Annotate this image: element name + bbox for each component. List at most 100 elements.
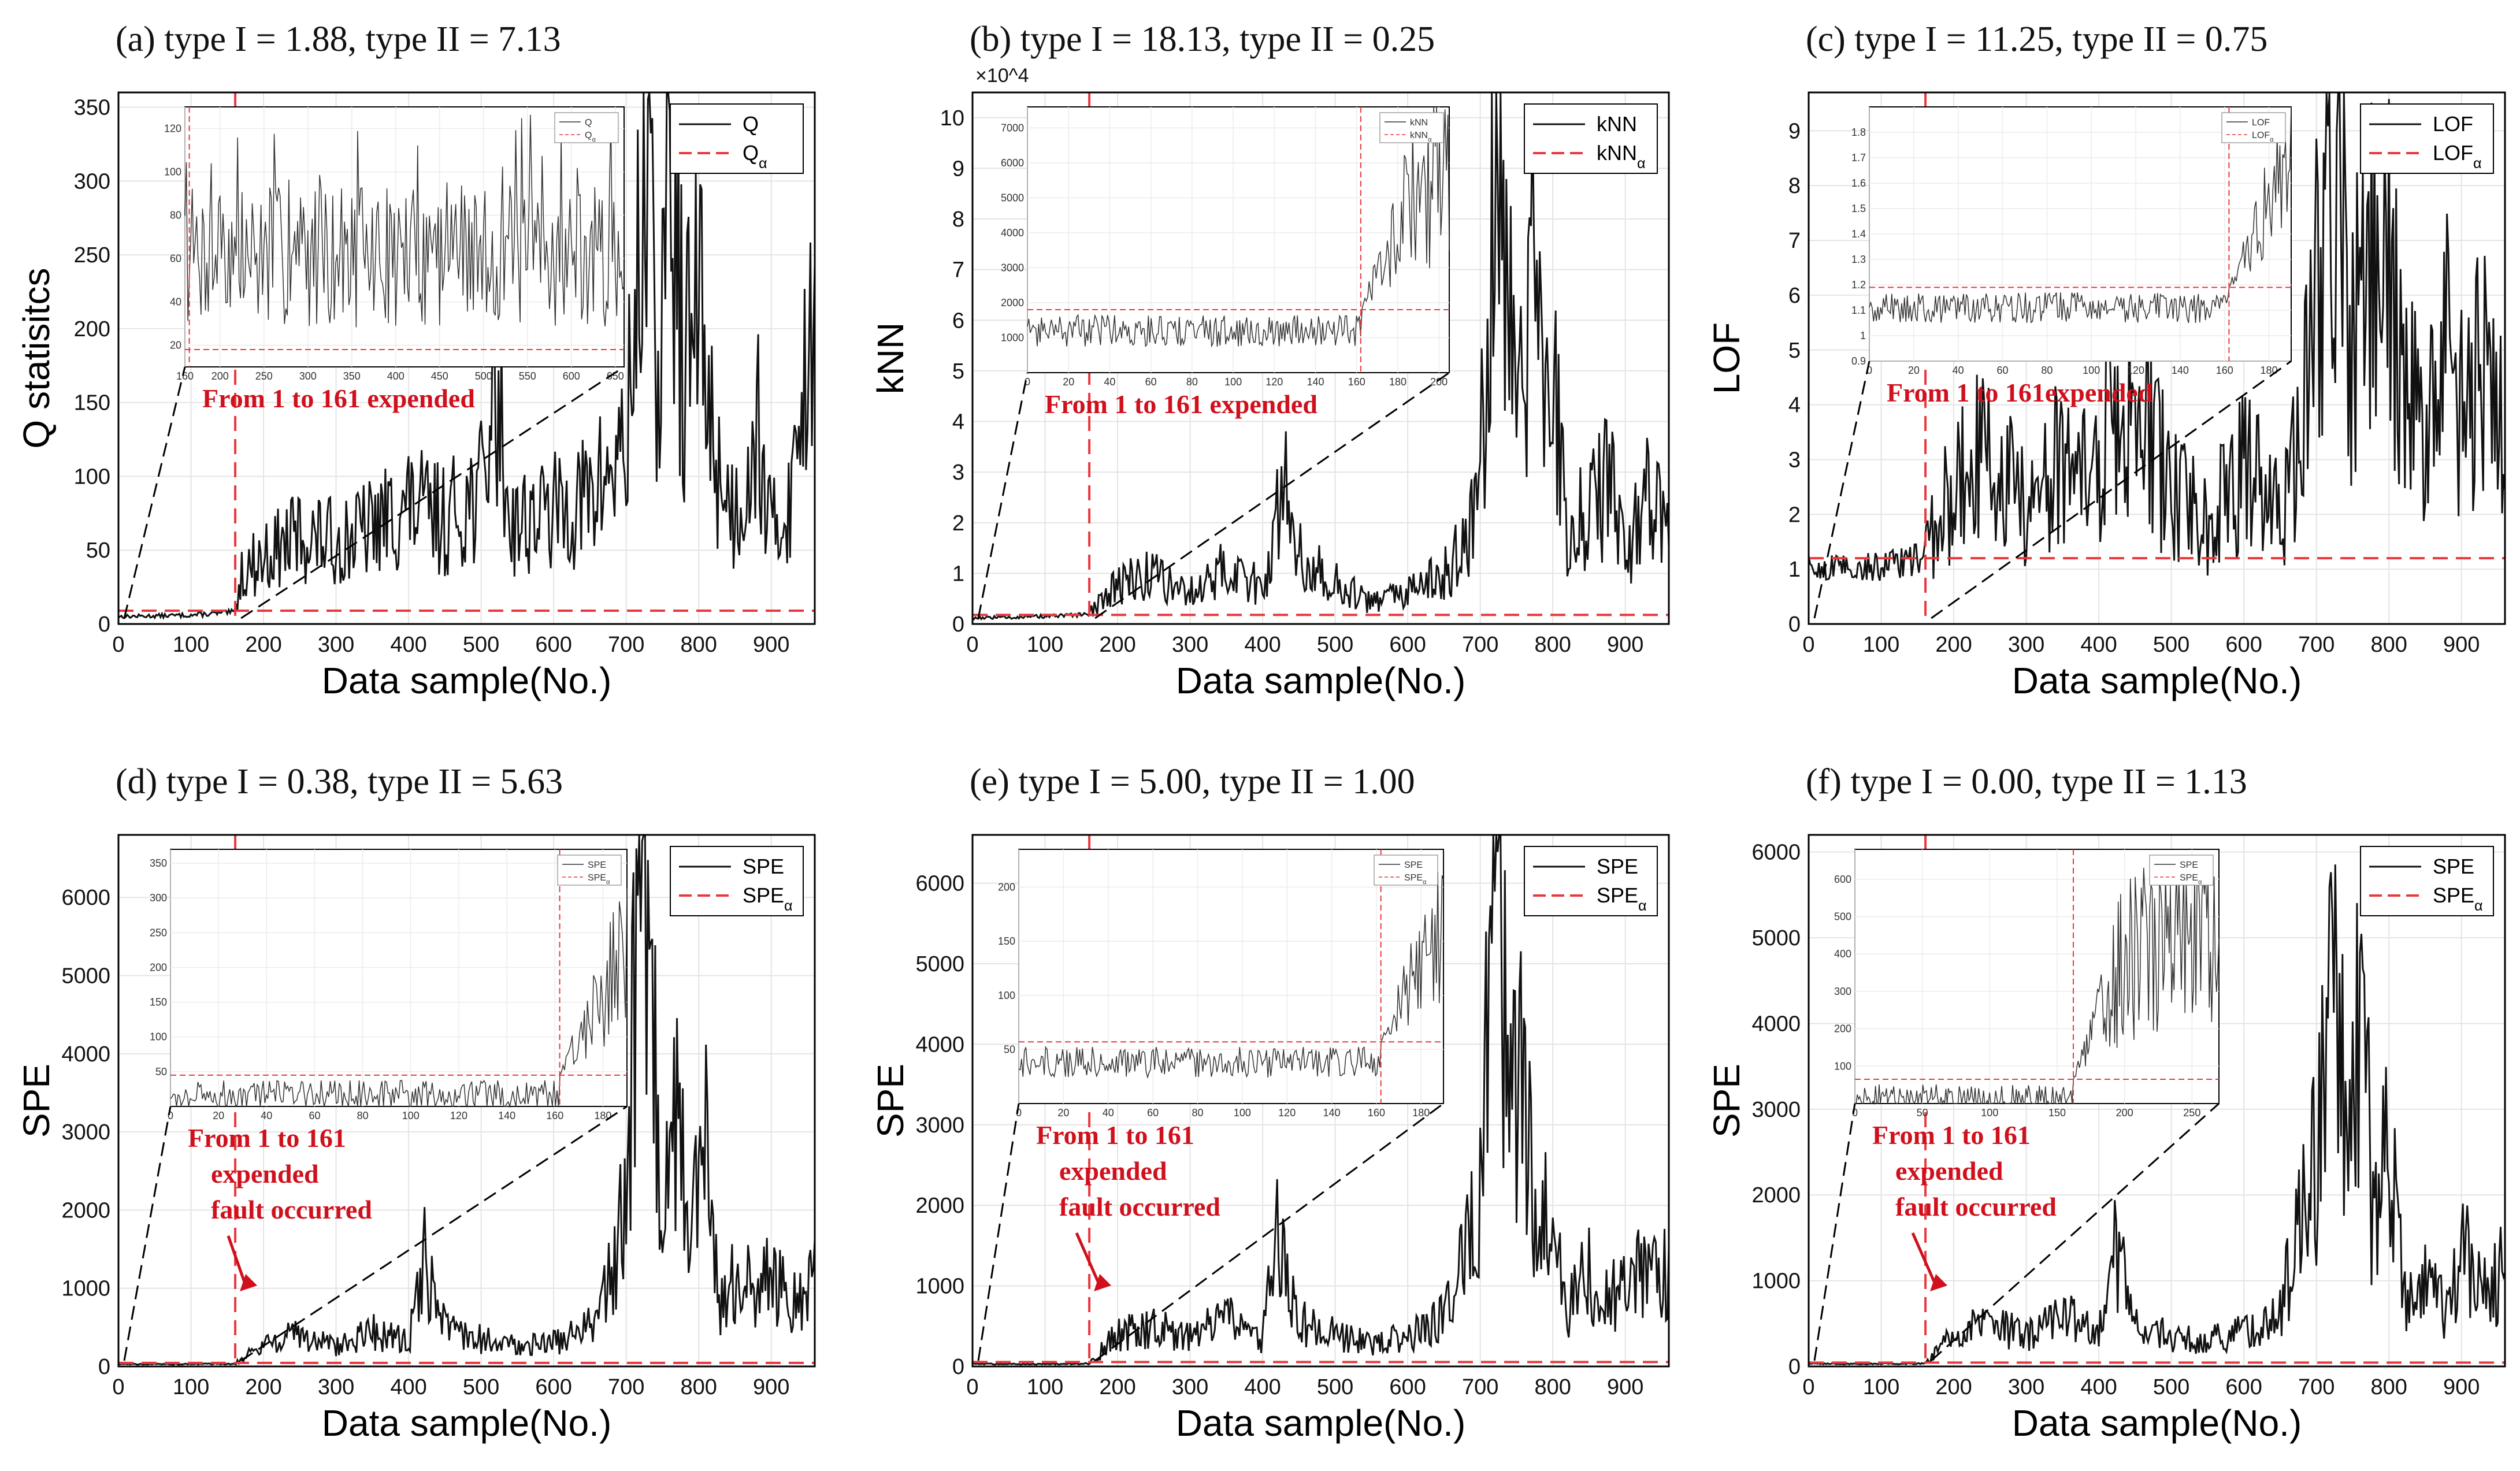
x-tick-label: 0	[112, 1375, 124, 1399]
y-tick-label: 2000	[915, 1194, 964, 1218]
zoom-connector-right	[1094, 372, 1450, 619]
y-tick-label: 150	[74, 391, 110, 415]
x-tick-label: 400	[1244, 633, 1281, 657]
y-tick-label: 3000	[61, 1120, 110, 1145]
legend-box	[2360, 846, 2494, 916]
inset-legend-box	[2149, 855, 2214, 886]
zoom-connector-right	[240, 1105, 628, 1362]
inset-legend-label: Qα	[585, 131, 596, 143]
inset-x-tick-label: 80	[1186, 376, 1198, 388]
inset-x-tick-label: 60	[309, 1110, 320, 1121]
inset-y-tick-label: 600	[1834, 874, 1851, 885]
inset-x-tick-label: 160	[176, 370, 194, 382]
x-axis-label: Data sample(No.)	[2012, 1402, 2302, 1444]
x-tick-label: 600	[535, 1375, 571, 1399]
zoom-connector-left	[123, 1106, 172, 1361]
zoom-connector-left	[977, 372, 1029, 619]
fault-arrow-head	[1930, 1274, 1948, 1291]
inset-x-tick-label: 120	[1265, 376, 1283, 388]
x-tick-label: 400	[2080, 1375, 2117, 1399]
inset-series-line	[184, 114, 625, 328]
inset-x-tick-label: 600	[563, 370, 580, 382]
series-line-spe	[972, 834, 1670, 1366]
y-tick-label: 0	[1788, 1355, 1801, 1379]
inset-x-tick-label: 20	[1057, 1107, 1069, 1119]
y-tick-label: 6000	[61, 886, 110, 910]
inset-legend-label: kNNα	[1410, 131, 1432, 143]
y-tick-label: 5	[1788, 339, 1801, 363]
inset-y-tick-label: 60	[170, 253, 181, 265]
inset-y-tick-label: 400	[1834, 948, 1851, 960]
inset-y-tick-label: 1.4	[1851, 228, 1866, 240]
inset-x-tick-label: 120	[2127, 365, 2144, 376]
x-tick-label: 600	[2225, 633, 2262, 657]
x-tick-label: 800	[2370, 633, 2407, 657]
zoom-inset: 0 20 40 60 80 100 120 140 160 180 200 1000 2000 3000 4…	[1001, 106, 1450, 388]
inset-legend-box	[2221, 112, 2286, 143]
legend: SPE SPEα	[2360, 846, 2494, 916]
zoom-inset: 160 200 250 300 350 400 450 500 550 600 650 20 40 60 8…	[164, 106, 625, 382]
inset-series-line	[1855, 866, 2220, 1105]
x-tick-label: 500	[1317, 1375, 1353, 1399]
x-tick-label: 300	[318, 633, 354, 657]
fault-arrow-shaft	[1911, 1232, 1938, 1287]
y-tick-label: 5000	[1751, 926, 1801, 950]
y-tick-label: 1	[952, 562, 964, 586]
legend-label-series: kNN	[1597, 112, 1637, 136]
inset-x-tick-label: 160	[1368, 1107, 1385, 1119]
chart-title: (a) type I = 1.88, type II = 7.13	[116, 20, 561, 59]
chart-e: (e) type I = 5.00, type II = 1.000 100 200…	[870, 762, 1670, 1444]
inset-x-tick-label: 40	[1104, 376, 1115, 388]
annotation-text: From 1 to 161expended	[1887, 378, 2153, 407]
x-tick-label: 300	[2008, 633, 2044, 657]
y-tick-label: 0	[98, 1355, 110, 1379]
y-tick-label: 350	[74, 96, 110, 120]
x-tick-label: 100	[1863, 1375, 1899, 1399]
x-tick-label: 0	[112, 633, 124, 657]
x-tick-label: 100	[1027, 633, 1063, 657]
x-tick-label: 500	[463, 1375, 499, 1399]
inset-x-tick-label: 450	[431, 370, 448, 382]
y-tick-label: 3	[1788, 448, 1801, 472]
x-tick-label: 500	[2153, 1375, 2189, 1399]
y-tick-label: 0	[98, 612, 110, 637]
inset-x-tick-label: 300	[299, 370, 317, 382]
fault-arrow-shaft	[1075, 1232, 1101, 1287]
x-tick-label: 600	[2225, 1375, 2262, 1399]
y-tick-label: 4000	[61, 1042, 110, 1067]
y-tick-label: 3000	[1751, 1098, 1801, 1122]
inset-x-tick-label: 160	[2216, 365, 2233, 376]
y-tick-label: 9	[1788, 119, 1801, 143]
x-tick-label: 700	[1462, 633, 1498, 657]
inset-x-tick-label: 140	[1323, 1107, 1341, 1119]
inset-x-tick-label: 250	[255, 370, 273, 382]
y-tick-label: 7	[952, 258, 964, 283]
chart-c: (c) type I = 11.25, type II = 0.750 100 20…	[1706, 20, 2506, 701]
legend-box	[670, 846, 804, 916]
plot-frame	[117, 834, 816, 1368]
annotation-text: From 1 to 161	[1872, 1120, 2031, 1150]
inset-x-tick-label: 650	[607, 370, 624, 382]
inset-legend-label: LOF	[2252, 118, 2270, 128]
plot-frame	[971, 91, 1670, 625]
y-tick-label: 1000	[61, 1277, 110, 1301]
y-tick-label: 3000	[915, 1113, 964, 1138]
zoom-connector-right	[1094, 1102, 1444, 1362]
legend-label-threshold: SPEα	[2433, 883, 2483, 914]
x-tick-label: 200	[1099, 633, 1135, 657]
inset-frame	[170, 849, 628, 1107]
x-tick-label: 700	[2298, 1375, 2335, 1399]
legend-label-threshold: LOFα	[2433, 141, 2482, 172]
inset-y-tick-label: 150	[150, 997, 167, 1008]
inset-y-tick-label: 50	[155, 1066, 167, 1078]
plot-frame	[1808, 834, 2506, 1368]
inset-y-tick-label: 3000	[1001, 262, 1024, 273]
legend-label-threshold: SPEα	[1597, 883, 1647, 914]
inset-x-tick-label: 20	[1908, 365, 1920, 376]
annotation-text: expended	[1895, 1156, 2003, 1186]
inset-y-tick-label: 5000	[1001, 192, 1024, 203]
inset-y-tick-label: 100	[998, 990, 1015, 1001]
legend-box	[1524, 103, 1658, 174]
y-axis-label: SPE	[16, 1064, 57, 1138]
